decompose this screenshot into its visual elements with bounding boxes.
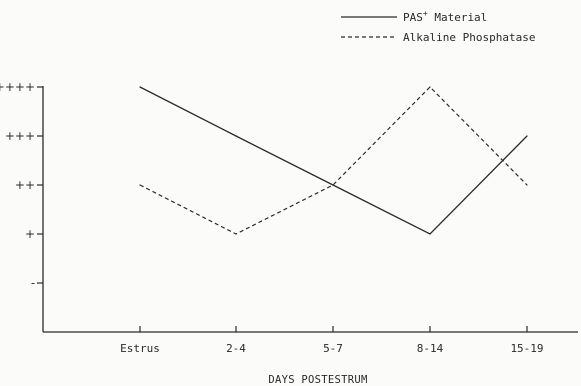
x-tick-label: 8-14 <box>417 342 444 355</box>
data-point <box>139 184 141 186</box>
series-line-pas <box>139 86 528 235</box>
series-layer <box>139 86 528 235</box>
legend-label-pas-main: PAS <box>403 11 423 24</box>
legend-label-alkaline: Alkaline Phosphatase <box>403 31 535 44</box>
x-tick-label: 5-7 <box>323 342 343 355</box>
x-tick-label: 2-4 <box>226 342 246 355</box>
x-tick-label: 15-19 <box>510 342 543 355</box>
y-tick-label: - <box>31 276 35 290</box>
data-point <box>139 86 141 88</box>
data-point <box>429 233 431 235</box>
y-tick-label: ++ <box>15 178 35 192</box>
y-tick-label: +++ <box>5 129 35 143</box>
x-ticks: Estrus 2-4 5-7 8-14 15-19 <box>120 326 544 355</box>
data-point <box>235 135 237 137</box>
series-line-alkaline <box>139 86 528 235</box>
legend-label-pas-sup: + <box>423 9 428 18</box>
y-ticks: -++++++++++ <box>0 80 43 290</box>
legend-label-pas-rest: Material <box>428 11 488 24</box>
legend: PAS+ Material Alkaline Phosphatase <box>341 9 535 44</box>
x-tick-label: Estrus <box>120 342 160 355</box>
data-point <box>235 233 237 235</box>
data-point <box>526 184 528 186</box>
data-point <box>332 184 334 186</box>
legend-label-pas: PAS+ Material <box>403 9 487 24</box>
data-point <box>526 135 528 137</box>
y-tick-label: + <box>25 227 35 241</box>
data-point <box>429 86 431 88</box>
x-axis-label: DAYS POSTESTRUM <box>268 374 367 386</box>
y-tick-label: ++++ <box>0 80 35 94</box>
